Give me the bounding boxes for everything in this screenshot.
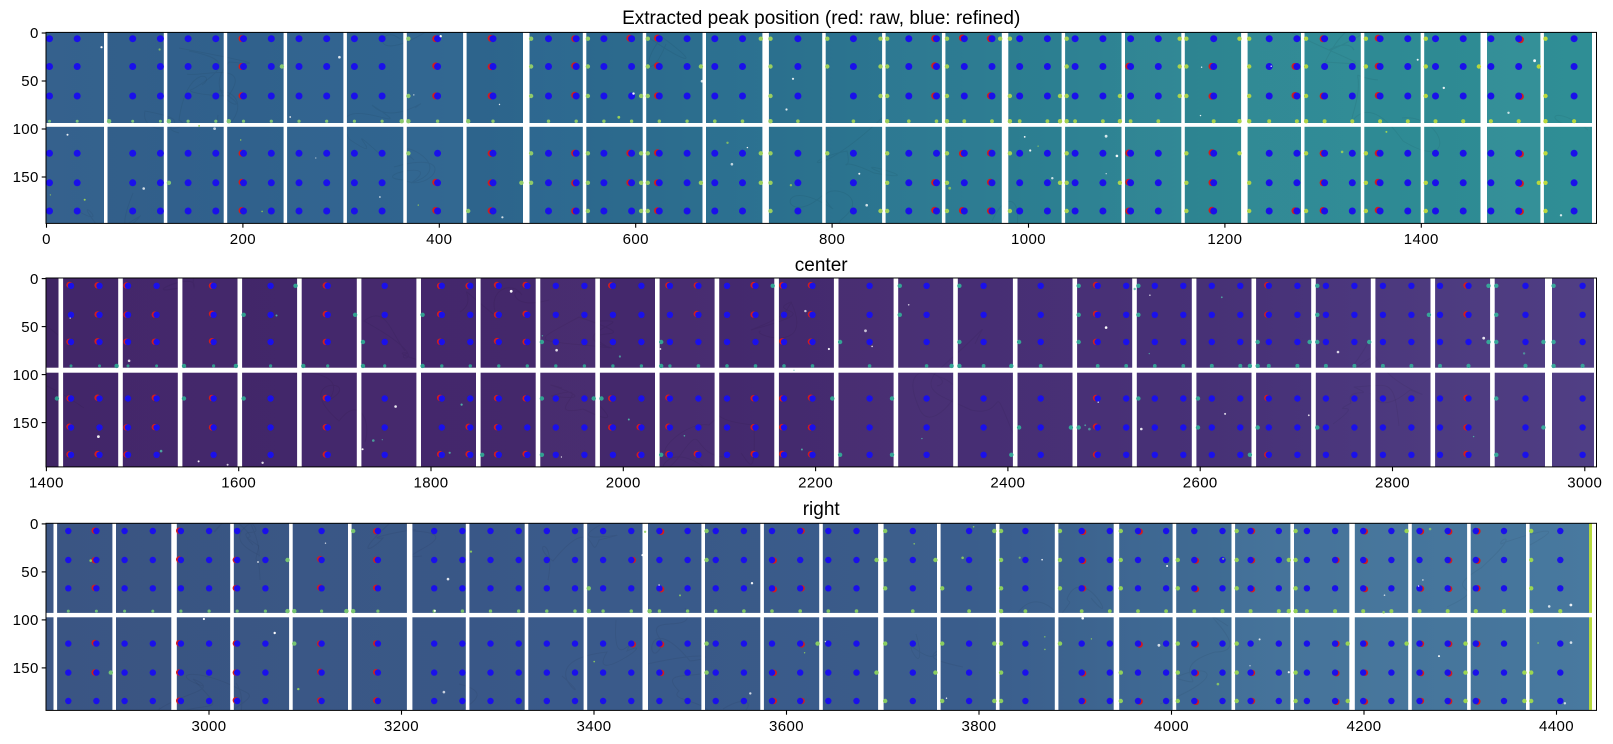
svg-text:2200: 2200 [798,474,833,491]
svg-text:150: 150 [13,169,39,186]
svg-text:400: 400 [426,231,452,248]
svg-text:3600: 3600 [769,718,804,735]
svg-text:1200: 1200 [1207,231,1242,248]
svg-text:100: 100 [13,367,39,384]
svg-text:1400: 1400 [1404,231,1439,248]
svg-text:1800: 1800 [414,474,449,491]
svg-text:2800: 2800 [1375,474,1410,491]
svg-text:3200: 3200 [384,718,419,735]
svg-text:2400: 2400 [990,474,1025,491]
svg-text:800: 800 [819,231,845,248]
svg-text:3000: 3000 [1567,474,1602,491]
svg-text:0: 0 [30,25,39,42]
svg-text:100: 100 [13,612,39,629]
svg-text:0: 0 [30,516,39,533]
svg-text:50: 50 [21,319,39,336]
svg-text:150: 150 [13,415,39,432]
svg-text:3400: 3400 [577,718,612,735]
svg-text:200: 200 [230,231,256,248]
svg-text:right: right [803,499,841,520]
svg-text:50: 50 [21,73,39,90]
svg-text:4000: 4000 [1154,718,1189,735]
svg-text:4400: 4400 [1539,718,1574,735]
svg-text:1400: 1400 [29,474,64,491]
svg-text:50: 50 [21,564,39,581]
svg-text:4200: 4200 [1347,718,1382,735]
svg-text:100: 100 [13,121,39,138]
svg-text:2000: 2000 [606,474,641,491]
svg-text:1600: 1600 [221,474,256,491]
svg-text:2600: 2600 [1183,474,1218,491]
svg-text:3000: 3000 [192,718,227,735]
svg-text:150: 150 [13,660,39,677]
svg-text:Extracted peak position (red:: Extracted peak position (red: raw, blue:… [622,8,1020,29]
svg-text:600: 600 [623,231,649,248]
svg-text:3800: 3800 [962,718,997,735]
svg-text:0: 0 [30,271,39,288]
svg-text:center: center [795,255,848,276]
svg-text:1000: 1000 [1011,231,1046,248]
svg-text:0: 0 [42,231,51,248]
